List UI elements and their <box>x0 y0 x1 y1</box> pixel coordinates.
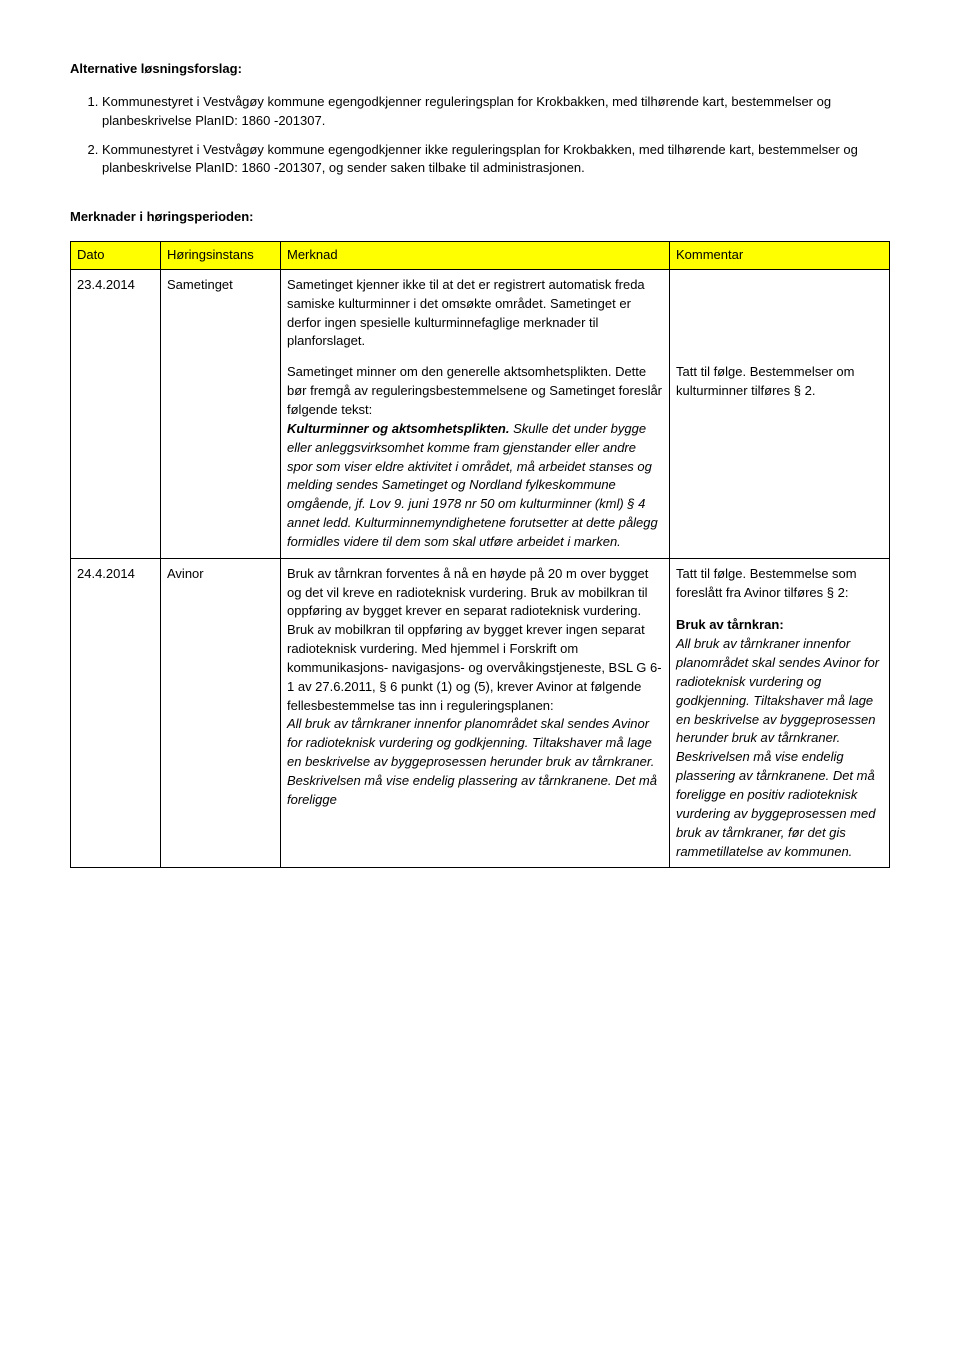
alt-heading: Alternative løsningsforslag: <box>70 60 890 79</box>
merknad-p1: Bruk av tårnkran forventes å nå en høyde… <box>287 565 663 810</box>
kommentar-p1: Tatt til følge. Bestemmelse som foreslåt… <box>676 565 883 603</box>
th-merknad: Merknad <box>281 242 670 270</box>
th-kommentar: Kommentar <box>670 242 890 270</box>
alt-item-2: Kommunestyret i Vestvågøy kommune egengo… <box>102 141 890 179</box>
merknader-table: Dato Høringsinstans Merknad Kommentar 23… <box>70 241 890 868</box>
kommentar-bold: Bruk av tårnkran: <box>676 617 784 632</box>
alt-list: Kommunestyret i Vestvågøy kommune egengo… <box>70 93 890 178</box>
merknader-heading: Merknader i høringsperioden: <box>70 208 890 227</box>
table-row: 24.4.2014 Avinor Bruk av tårnkran forven… <box>71 558 890 868</box>
merknad-italic: All bruk av tårnkraner innenfor planområ… <box>287 716 657 806</box>
cell-kommentar-cont: Tatt til følge. Bestemmelser om kulturmi… <box>670 357 890 558</box>
cell-merknad-cont: Sametinget minner om den generelle aktso… <box>281 357 670 558</box>
kommentar-p2: Bruk av tårnkran: All bruk av tårnkraner… <box>676 616 883 861</box>
table-row: 23.4.2014 Sametinget Sametinget kjenner … <box>71 269 890 357</box>
merknad-italic: Skulle det under bygge eller anleggsvirk… <box>287 421 658 549</box>
cell-merknad: Sametinget kjenner ikke til at det er re… <box>281 269 670 357</box>
cell-instans-cont <box>161 357 281 558</box>
th-instans: Høringsinstans <box>161 242 281 270</box>
kommentar-italic: All bruk av tårnkraner innenfor planområ… <box>676 636 879 858</box>
cell-dato: 24.4.2014 <box>71 558 161 868</box>
cell-instans: Sametinget <box>161 269 281 357</box>
cell-dato-cont <box>71 357 161 558</box>
cell-kommentar: Tatt til følge. Bestemmelse som foreslåt… <box>670 558 890 868</box>
cell-merknad: Bruk av tårnkran forventes å nå en høyde… <box>281 558 670 868</box>
cell-instans: Avinor <box>161 558 281 868</box>
merknad-bold-italic: Kulturminner og aktsomhetsplikten. <box>287 421 509 436</box>
cell-kommentar <box>670 269 890 357</box>
merknad-p1: Sametinget kjenner ikke til at det er re… <box>287 276 663 351</box>
cell-dato: 23.4.2014 <box>71 269 161 357</box>
th-dato: Dato <box>71 242 161 270</box>
alt-item-1: Kommunestyret i Vestvågøy kommune egengo… <box>102 93 890 131</box>
merknad-intro: Sametinget minner om den generelle aktso… <box>287 364 662 417</box>
table-header-row: Dato Høringsinstans Merknad Kommentar <box>71 242 890 270</box>
merknad-text: Bruk av tårnkran forventes å nå en høyde… <box>287 566 662 713</box>
merknad-p2: Sametinget minner om den generelle aktso… <box>287 363 663 551</box>
table-row: Sametinget minner om den generelle aktso… <box>71 357 890 558</box>
